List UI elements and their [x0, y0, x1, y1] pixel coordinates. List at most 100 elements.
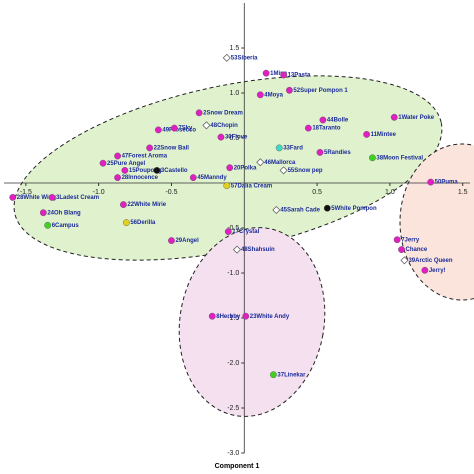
point [217, 133, 225, 141]
point-label: 48Chopin [210, 123, 238, 129]
point-label: 55Snow pep [288, 168, 323, 174]
point [390, 113, 398, 121]
point-label: 6Campus [52, 223, 80, 229]
y-tick-label: -3.0 [227, 450, 239, 457]
point-label: 3Castello [161, 168, 188, 174]
point-label: 23White Andy [250, 314, 290, 320]
y-tick-label: -1.0 [227, 270, 239, 277]
point-label: 22Snow Ball [154, 145, 190, 151]
point [208, 312, 216, 320]
x-tick-label: 0.5 [312, 189, 322, 196]
y-tick-label: 1.5 [230, 45, 240, 52]
point-label: 45Sarah Cade [280, 208, 320, 214]
point-label: 29Angel [175, 238, 199, 244]
point [114, 152, 121, 160]
point-label: 7Sky [178, 126, 193, 132]
point [122, 219, 130, 227]
x-tick-label: -1.0 [93, 189, 105, 196]
point-label: 2Snow Dream [203, 110, 243, 116]
point-label: Jerry! [429, 268, 446, 274]
point [398, 246, 405, 254]
point-label: 1Water Poke [398, 115, 434, 121]
point [427, 178, 435, 186]
point-label: 57Dalia Cream [231, 183, 272, 189]
point [226, 164, 234, 172]
x-tick-label: -1.5 [20, 189, 32, 196]
point-label: 3Ladest Cream [56, 195, 99, 201]
point [48, 193, 56, 201]
point [280, 71, 287, 79]
point [222, 53, 231, 62]
y-tick-label: 1.0 [230, 90, 240, 97]
point-label: 18Taranto [312, 126, 341, 132]
point [270, 371, 277, 379]
point-label: 5Randies [324, 150, 351, 156]
point-label: 46Mallorca [264, 160, 296, 166]
point [256, 158, 265, 167]
point [154, 126, 162, 134]
y-tick-label: 0.5 [230, 135, 240, 142]
point-label: 17Crystal [232, 229, 259, 235]
point [262, 69, 270, 77]
point [369, 154, 376, 162]
x-tick-label: -0.5 [165, 189, 177, 196]
point-label: 20Polka [234, 165, 257, 171]
point [316, 148, 324, 156]
point-label: 7Jerry [401, 237, 420, 243]
y-tick-label: -2.5 [227, 405, 239, 412]
point [44, 221, 52, 229]
point [323, 204, 331, 212]
point-label: 28Innocence [122, 175, 159, 181]
cluster-ellipse [178, 227, 326, 417]
point [195, 109, 203, 117]
point [146, 144, 154, 152]
point-label: 24Oh Blang [47, 210, 81, 216]
point [153, 166, 161, 174]
point [393, 236, 401, 244]
point [120, 201, 127, 209]
point-label: 48Shahsuin [241, 247, 275, 253]
x-tick-label: 1.0 [385, 189, 395, 196]
point [168, 237, 175, 245]
x-axis-label: Component 1 [215, 463, 260, 470]
point-label: 50Puma [435, 180, 459, 186]
point-label: 37Linekar [277, 372, 306, 378]
point [421, 266, 429, 274]
point-label: 25Pure Angel [107, 161, 145, 167]
point [202, 121, 211, 130]
point [233, 245, 241, 254]
point [170, 124, 178, 132]
point [9, 193, 17, 201]
point-label: 56Derilla [130, 220, 156, 226]
point [400, 256, 409, 265]
point-label: 5White Pompon [331, 206, 377, 212]
point [319, 116, 327, 124]
point [272, 206, 281, 214]
point-label: 33Fard [283, 145, 303, 151]
point [286, 86, 293, 94]
point [256, 91, 264, 99]
point-label: 4Moya [264, 92, 283, 98]
x-tick-label: 1.5 [458, 189, 468, 196]
point [363, 130, 371, 138]
point-label: 53Siberia [231, 55, 258, 61]
point [242, 312, 250, 320]
point [223, 182, 231, 190]
point-label: 22White Mirie [127, 202, 166, 208]
y-tick-label: -1.5 [227, 315, 239, 322]
point-label: 28White Wing [17, 195, 57, 201]
point [121, 166, 129, 174]
y-tick-label: -0.5 [227, 225, 239, 232]
point [189, 174, 197, 182]
point-label: 38Moon Festival [376, 155, 423, 161]
point [304, 124, 312, 132]
point [224, 228, 232, 236]
point-label: 15Poupong [129, 168, 162, 174]
point-label: 47Forest Aroma [122, 154, 168, 160]
point-label: 1Mina [270, 71, 288, 77]
point-label: 39Arctic Queen [408, 258, 452, 264]
point [114, 174, 121, 182]
point [99, 159, 107, 167]
point [275, 144, 283, 152]
